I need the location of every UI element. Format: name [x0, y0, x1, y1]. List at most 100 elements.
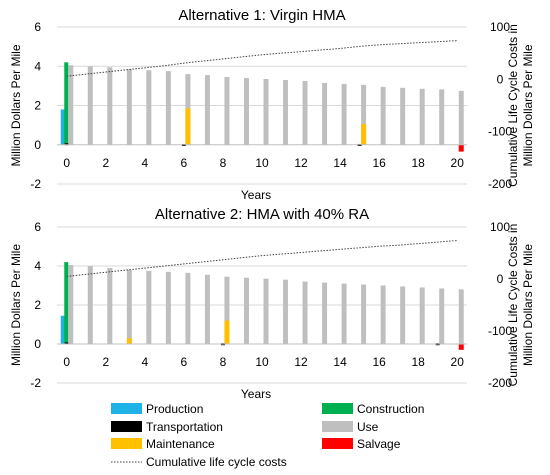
- legend-swatch-use: [322, 421, 353, 432]
- bar-salvage-year-20: [458, 344, 464, 350]
- bar-maintenance-year-3: [126, 338, 132, 344]
- bar-use-year-4: [146, 270, 152, 344]
- x-tick-label: 14: [333, 156, 347, 170]
- x-tick-label: 20: [451, 355, 465, 369]
- bar-use-year-9: [243, 277, 249, 344]
- y-tick-label: -2: [30, 177, 41, 191]
- bar-use-year-16: [380, 285, 386, 344]
- x-tick-label: 8: [220, 156, 227, 170]
- bar-construction-year-0: [64, 62, 69, 145]
- bar-transportation-year-0: [64, 143, 69, 146]
- x-tick-label: 4: [142, 355, 149, 369]
- bar-use-year-14: [341, 283, 347, 344]
- bar-use-year-14: [341, 83, 347, 145]
- bar-use-year-3: [126, 69, 132, 145]
- y2-axis-label-line: Million Dollars Per Mile: [521, 244, 535, 366]
- y-tick-label: 2: [34, 99, 41, 113]
- x-tick-label: 2: [102, 355, 109, 369]
- x-axis-label: Years: [241, 188, 271, 202]
- y-tick-label: 0: [34, 337, 41, 351]
- y2-axis-label-line: Cumulative Life Cycle Costs in: [506, 224, 520, 387]
- bar-maintenance-year-6: [185, 108, 191, 145]
- bar-use-year-2: [107, 67, 113, 145]
- bar-use-year-10: [263, 278, 269, 344]
- bar-use-year-11: [283, 79, 289, 145]
- bar-production-year-0: [60, 109, 65, 145]
- x-axis-label: Years: [241, 387, 271, 401]
- bar-use-year-1: [87, 266, 93, 344]
- bar-use-year-15: [361, 284, 367, 344]
- bar-use-year-6: [185, 272, 191, 344]
- bar-use-year-7: [204, 274, 210, 344]
- y-tick-label: 4: [34, 259, 41, 273]
- bar-use-year-0: [68, 65, 74, 145]
- legend-swatch-transportation: [111, 421, 142, 432]
- x-tick-label: 12: [294, 156, 308, 170]
- bar-maintenance-year-8: [224, 320, 230, 344]
- cumulative-cost-line: [66, 40, 458, 77]
- x-tick-label: 6: [181, 355, 188, 369]
- y-tick-label: 6: [34, 20, 41, 34]
- chart-alternative-1: Alternative 1: Virgin HMA -2 0 2 4 6 -200 -100 0…: [9, 7, 535, 202]
- legend-label-transportation: Transportation: [146, 420, 223, 434]
- bar-production-year-0: [60, 315, 65, 344]
- chart-title: Alternative 2: HMA with 40% RA: [155, 206, 369, 223]
- y-tick-label: -2: [30, 376, 41, 390]
- bar-use-year-17: [400, 286, 406, 344]
- legend-label-construction: Construction: [357, 402, 424, 416]
- legend-swatch-maintenance: [111, 438, 142, 449]
- x-tick-label: 6: [181, 156, 188, 170]
- y2-tick-label: 100: [490, 20, 510, 34]
- legend: Production Construction Transportation Use M…: [111, 402, 424, 469]
- bar-use-year-0: [68, 265, 74, 344]
- x-tick-label: 4: [142, 156, 149, 170]
- x-tick-label: 12: [294, 355, 308, 369]
- bar-use-year-20: [458, 289, 464, 344]
- bar-use-year-18: [419, 287, 425, 344]
- y2-tick-label: 0: [497, 72, 504, 86]
- y2-tick-label: -100: [488, 125, 512, 139]
- legend-label-maintenance: Maintenance: [146, 437, 215, 451]
- bar-use-year-9: [243, 78, 249, 145]
- x-tick-label: 8: [220, 355, 227, 369]
- bar-use-year-18: [419, 88, 425, 145]
- y-tick-label: 6: [34, 220, 41, 234]
- bar-use-year-17: [400, 87, 406, 145]
- x-tick-label: 10: [255, 355, 269, 369]
- x-tick-label: 18: [412, 156, 426, 170]
- bar-use-year-20: [458, 90, 464, 145]
- chart-title: Alternative 1: Virgin HMA: [178, 7, 345, 24]
- y2-axis-label-line: Cumulative Life Cycle Costs in: [506, 24, 520, 187]
- bar-use-year-4: [146, 70, 152, 145]
- bar-use-year-15: [361, 84, 367, 145]
- cumulative-cost-line: [66, 240, 458, 277]
- bar-use-year-1: [87, 66, 93, 145]
- legend-swatch-production: [111, 403, 142, 414]
- bar-use-year-13: [322, 82, 328, 145]
- x-tick-label: 20: [451, 156, 465, 170]
- bar-use-year-5: [165, 71, 171, 145]
- bar-use-year-7: [204, 75, 210, 145]
- bar-use-year-11: [283, 279, 289, 344]
- bar-use-year-12: [302, 281, 308, 344]
- x-tick-label: 0: [63, 156, 70, 170]
- bar-use-year-16: [380, 86, 386, 145]
- bar-transportation-year-0: [64, 342, 69, 345]
- y-tick-label: 2: [34, 298, 41, 312]
- x-tick-label: 0: [63, 355, 70, 369]
- bar-use-year-3: [126, 269, 132, 344]
- bar-use-year-2: [107, 267, 113, 344]
- bar-use-year-19: [439, 288, 445, 344]
- y2-tick-label: -100: [488, 324, 512, 338]
- legend-swatch-construction: [322, 403, 353, 414]
- bar-use-year-10: [263, 79, 269, 145]
- bar-use-year-19: [439, 89, 445, 145]
- y-tick-label: 0: [34, 138, 41, 152]
- y2-tick-label: -200: [488, 376, 512, 390]
- legend-label-cumulative: Cumulative life cycle costs: [146, 455, 287, 469]
- bar-use-year-13: [322, 282, 328, 344]
- chart-alternative-2: Alternative 2: HMA with 40% RA -2 0 2 4 6 -200…: [9, 206, 535, 401]
- x-tick-label: 2: [102, 156, 109, 170]
- bar-use-year-5: [165, 271, 171, 344]
